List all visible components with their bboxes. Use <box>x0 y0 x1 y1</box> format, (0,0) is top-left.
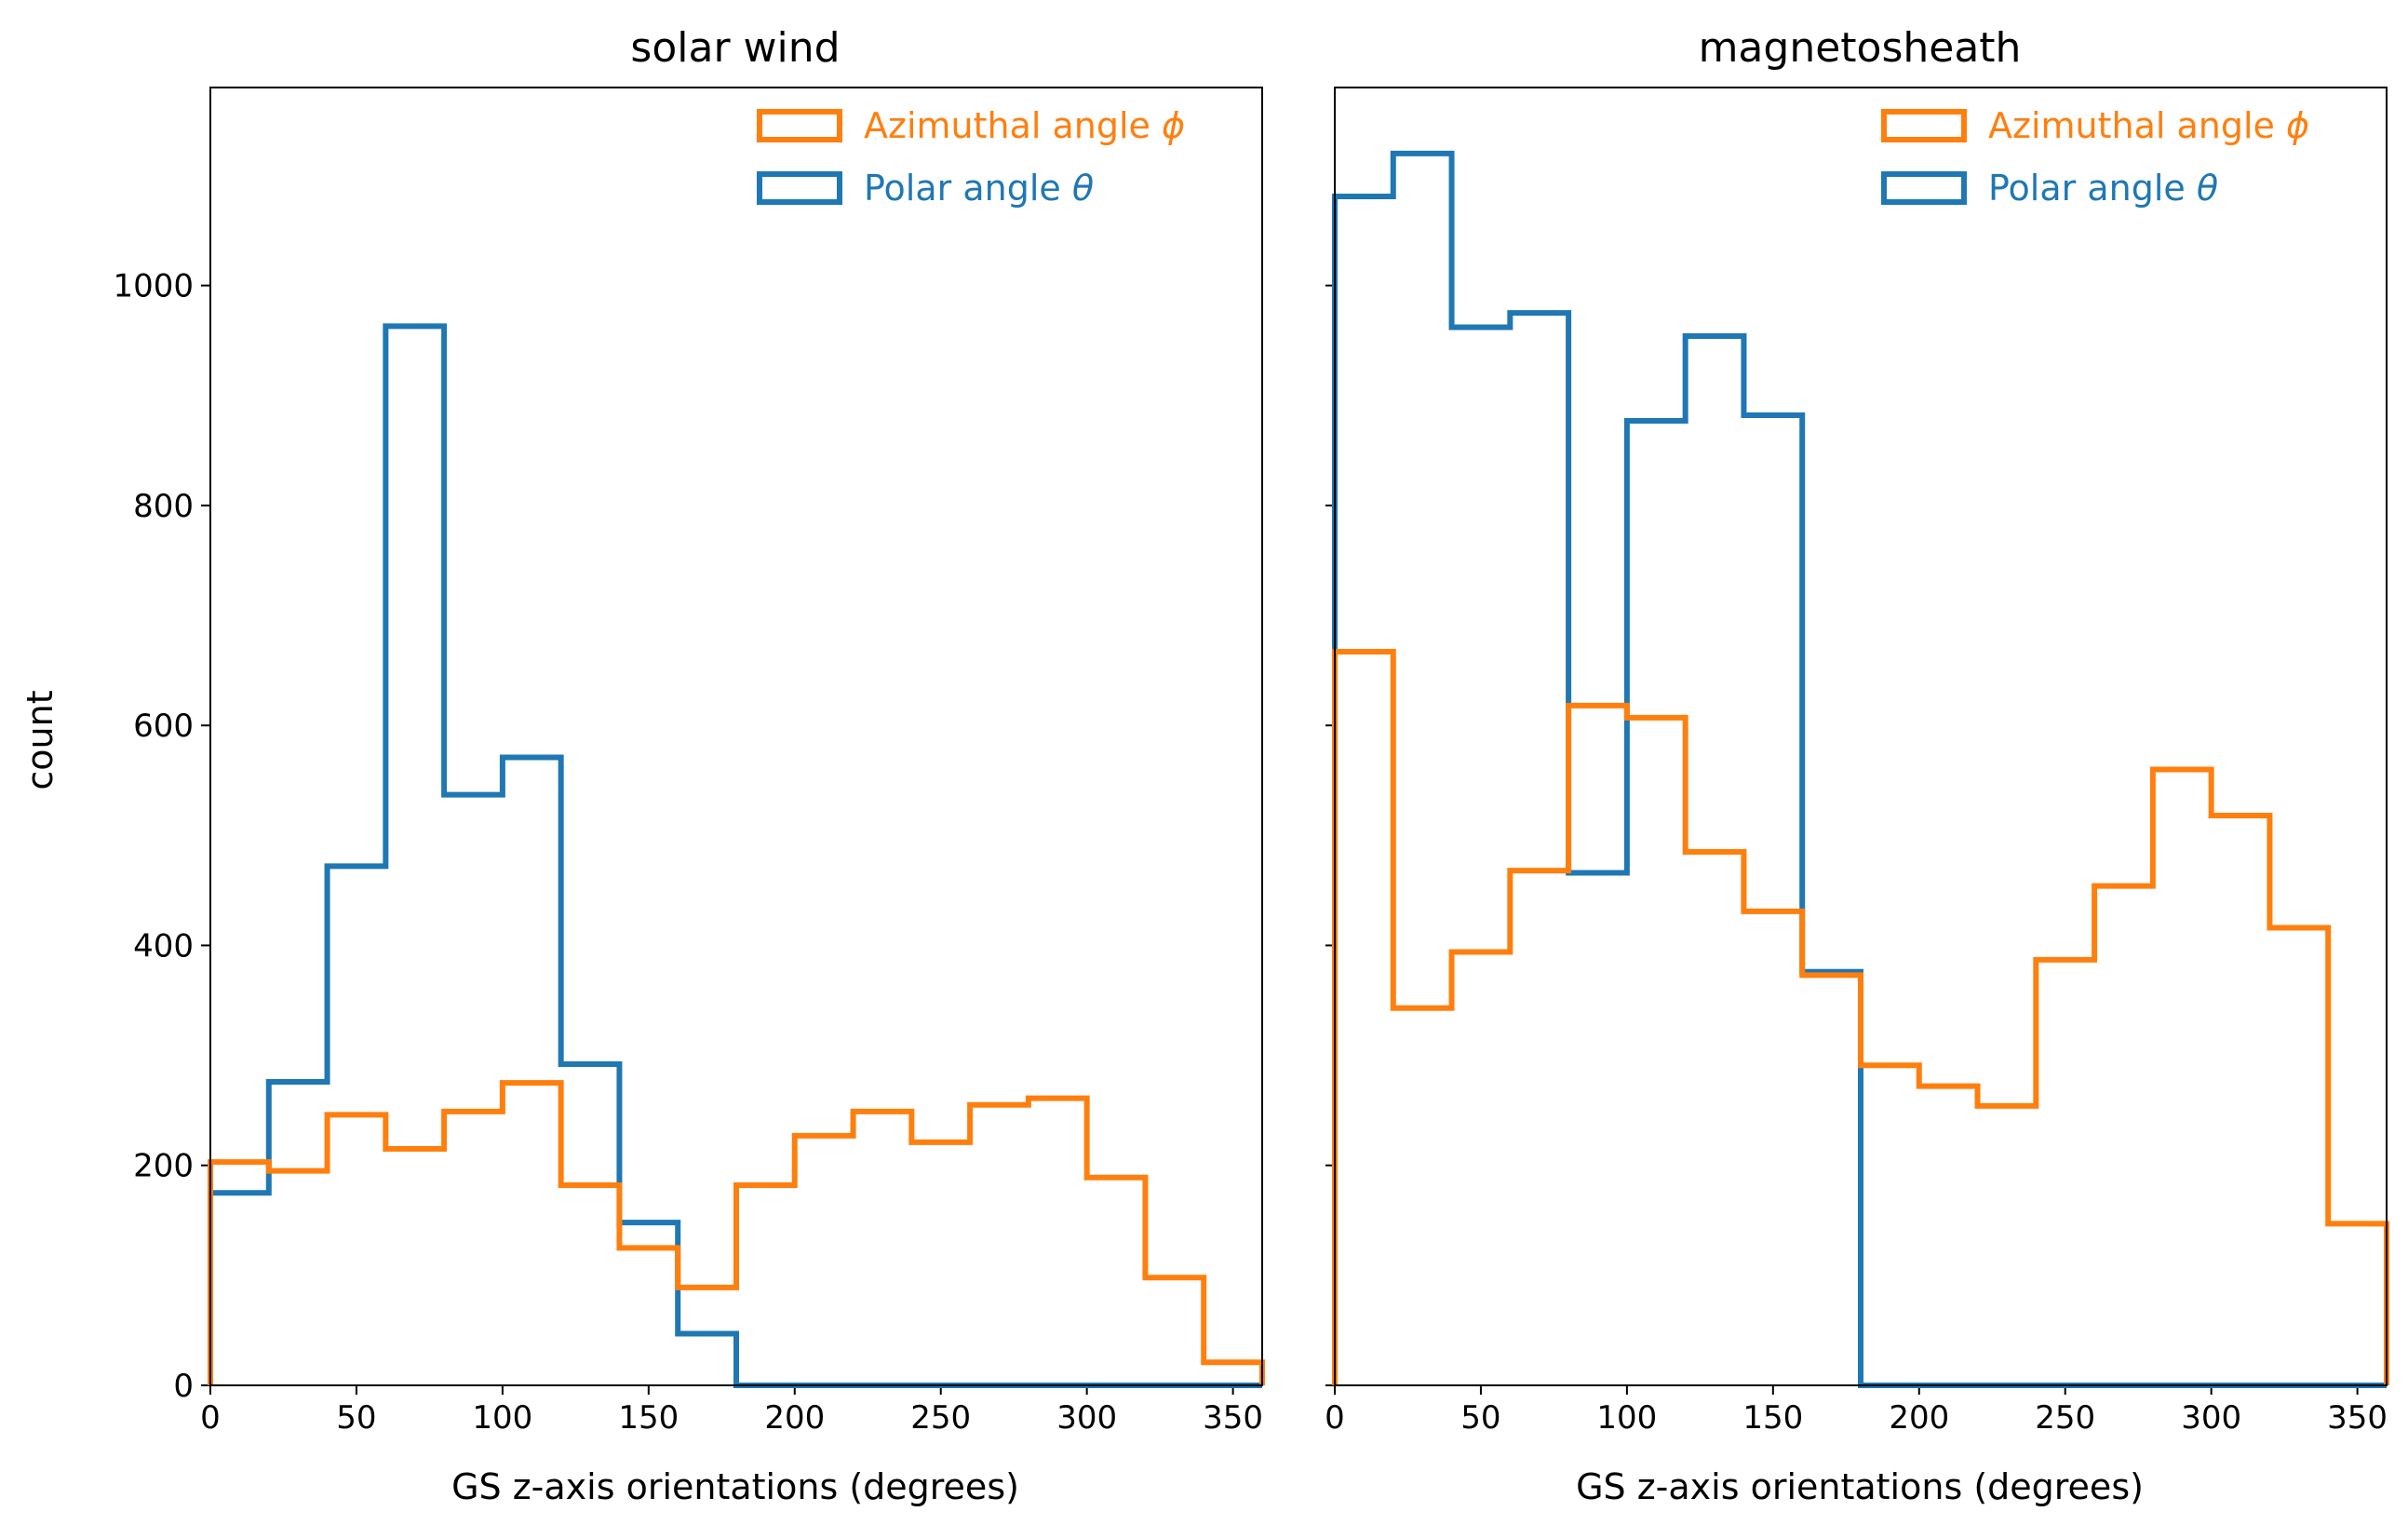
legend-series-name: Azimuthal angle <box>1988 105 2286 146</box>
legend: Azimuthal angle ϕ Polar angle θ <box>757 105 1185 209</box>
x-tick-label: 350 <box>1203 1399 1263 1437</box>
legend-swatch <box>1881 109 1967 142</box>
x-tick-label: 200 <box>1889 1399 1949 1437</box>
panel-title: magnetosheath <box>1699 24 2022 72</box>
x-tick-label: 200 <box>764 1399 825 1437</box>
x-tick-label: 0 <box>1325 1399 1345 1437</box>
panel-magnetosheath: magnetosheath GS z-axis orientations (de… <box>1325 24 2389 1507</box>
legend-label: Azimuthal angle ϕ <box>1988 105 2309 146</box>
x-tick-label: 250 <box>2035 1399 2095 1437</box>
series-step-azimuthal <box>1332 649 2389 1385</box>
legend-label: Polar angle θ <box>1988 168 2218 209</box>
y-axis-label: count <box>20 690 61 789</box>
legend-series-symbol: θ <box>1072 168 1094 209</box>
panel-title: solar wind <box>630 24 840 72</box>
x-axis-label: GS z-axis orientations (degrees) <box>451 1466 1019 1507</box>
axes-frame <box>209 87 1263 1386</box>
legend-label: Azimuthal angle ϕ <box>864 105 1185 146</box>
legend-series-symbol: ϕ <box>1162 105 1185 146</box>
y-tick-label: 200 <box>133 1148 194 1185</box>
x-tick-label: 50 <box>336 1399 376 1437</box>
axis-ticks: 0 50 100 150 200 250 300 350 <box>1325 284 2388 1437</box>
legend: Azimuthal angle ϕ Polar angle θ <box>1881 105 2309 209</box>
legend-series-name: Azimuthal angle <box>864 105 1162 146</box>
y-tick-label: 600 <box>133 708 194 745</box>
legend-swatch <box>757 109 842 142</box>
x-tick-label: 100 <box>472 1399 532 1437</box>
y-tick-label: 1000 <box>113 268 194 305</box>
axis-ticks: 0 50 100 150 200 250 300 350 0 200 400 600 800 1000 <box>113 268 1263 1437</box>
x-tick-label: 100 <box>1596 1399 1657 1437</box>
legend-series-name: Polar angle <box>864 168 1072 209</box>
y-tick-label: 400 <box>133 927 194 965</box>
series-step-polar <box>1332 150 2387 1388</box>
x-tick-label: 0 <box>200 1399 221 1437</box>
series-step-azimuthal <box>208 1080 1265 1385</box>
series-layer <box>1332 150 2389 1388</box>
x-tick-label: 300 <box>1056 1399 1117 1437</box>
series-layer <box>208 323 1265 1388</box>
legend-swatch <box>757 171 842 205</box>
axes-frame <box>1334 87 2388 1386</box>
y-tick-label: 800 <box>133 488 194 525</box>
x-tick-label: 150 <box>618 1399 679 1437</box>
x-axis-label: GS z-axis orientations (degrees) <box>1576 1466 2144 1507</box>
legend-swatch <box>1881 171 1967 205</box>
x-tick-label: 300 <box>2181 1399 2241 1437</box>
legend-series-name: Polar angle <box>1988 168 2197 209</box>
legend-series-symbol: θ <box>2197 168 2218 209</box>
x-tick-label: 150 <box>1742 1399 1803 1437</box>
x-tick-label: 350 <box>2327 1399 2388 1437</box>
y-tick-label: 0 <box>173 1368 194 1405</box>
x-tick-label: 50 <box>1460 1399 1500 1437</box>
panel-solar-wind: solar wind GS z-axis orientations (degre… <box>113 24 1265 1507</box>
legend-label: Polar angle θ <box>864 168 1094 209</box>
legend-series-symbol: ϕ <box>2286 105 2309 146</box>
x-tick-label: 250 <box>910 1399 971 1437</box>
